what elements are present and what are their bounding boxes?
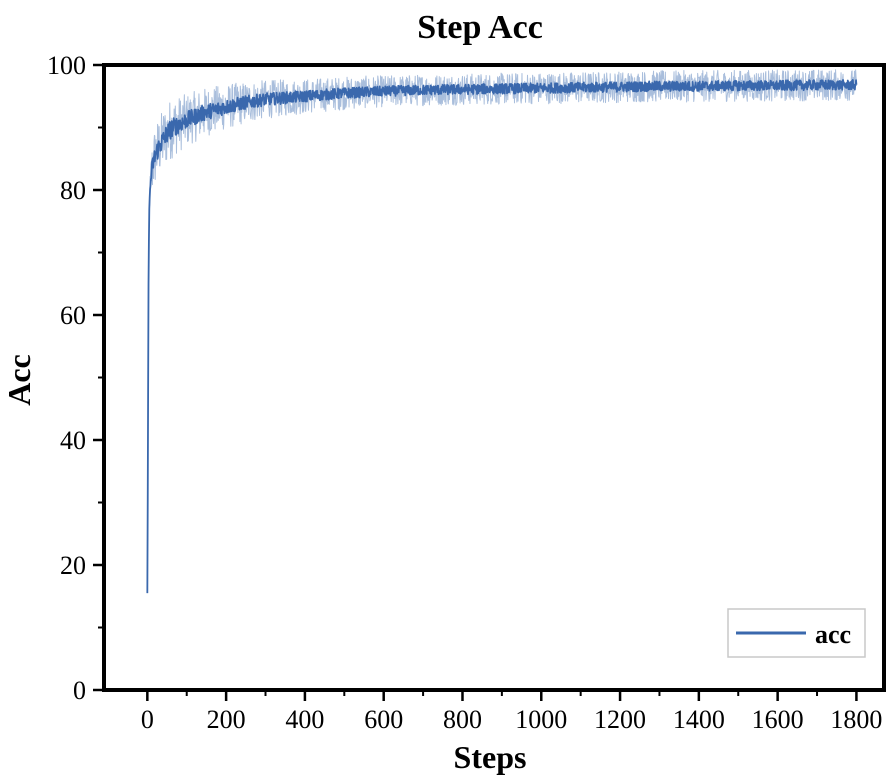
chart-title: Step Acc: [417, 9, 543, 46]
y-axis-label: Acc: [1, 354, 37, 406]
x-tick-label: 1000: [515, 705, 567, 734]
x-tick-label: 800: [443, 705, 482, 734]
x-tick-label: 1600: [752, 705, 804, 734]
plot-frame: [102, 63, 886, 692]
legend: acc: [727, 608, 866, 658]
y-tick-label: 20: [60, 551, 86, 580]
x-tick-label: 0: [141, 705, 154, 734]
acc-series-line: [146, 79, 858, 594]
acc-raw-band: [146, 69, 857, 594]
x-tick-label: 600: [364, 705, 403, 734]
x-tick-label: 1200: [594, 705, 646, 734]
legend-label: acc: [815, 620, 851, 649]
y-tick-label: 0: [73, 676, 86, 705]
x-tick-label: 400: [285, 705, 324, 734]
y-tick-label: 60: [60, 301, 86, 330]
x-tick-label: 1400: [673, 705, 725, 734]
y-tick-label: 80: [60, 176, 86, 205]
x-tick-label: 1800: [830, 705, 882, 734]
axis-ticks: 0 200 400 600 800 1000 1200 1400 1600 1800 0 20 40 60…: [47, 51, 882, 734]
x-tick-label: 200: [207, 705, 246, 734]
series-lines: [146, 79, 858, 594]
noise-band: [146, 69, 857, 594]
y-tick-label: 40: [60, 426, 86, 455]
x-axis-label: Steps: [454, 739, 527, 775]
y-tick-label: 100: [47, 51, 86, 80]
